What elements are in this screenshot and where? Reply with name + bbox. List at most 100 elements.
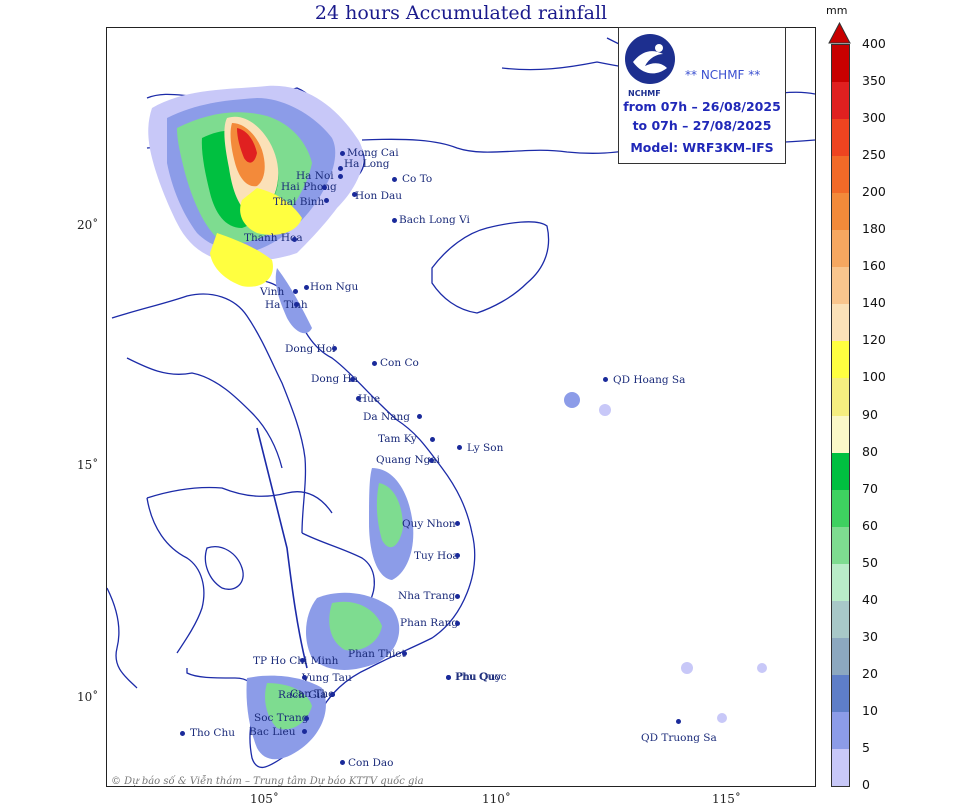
place-label: Ha Noi	[296, 170, 334, 182]
place-label: Quy Nhon	[402, 518, 456, 530]
legend-tick-label: 5	[862, 739, 870, 755]
place-label: Rach Gia	[278, 689, 327, 701]
legend-tick-label: 140	[862, 295, 886, 311]
station-dot	[304, 716, 309, 721]
lon-label-115: 115˚	[712, 792, 741, 806]
place-label: Hue	[358, 393, 381, 405]
model-name: Model: WRF3KM–IFS	[630, 140, 774, 155]
legend-swatch	[832, 748, 849, 787]
rainfall-map	[107, 37, 815, 769]
legend-tick-label: 250	[862, 147, 886, 163]
legend-swatch	[832, 341, 849, 379]
logo-caption: NCHMF	[628, 89, 661, 98]
place-label: Phan Thiet	[348, 648, 406, 660]
station-dot	[180, 731, 185, 736]
station-dot	[455, 621, 460, 626]
lon-label-110: 110˚	[482, 792, 511, 806]
legend-swatch	[832, 452, 849, 491]
station-dot	[302, 675, 307, 680]
station-dot	[300, 658, 305, 663]
place-label: Phu Quoc	[455, 671, 507, 683]
lat-label-20: 20˚	[77, 218, 99, 232]
legend-swatch	[832, 600, 849, 639]
place-label: Vung Tau	[302, 672, 352, 684]
place-label: Mong Cai	[347, 147, 399, 159]
station-dot	[322, 185, 327, 190]
place-label: Ly Son	[467, 442, 504, 454]
station-dot	[293, 289, 298, 294]
station-dot	[356, 396, 361, 401]
place-label: Ha Long	[344, 158, 390, 170]
station-dot	[338, 174, 343, 179]
legend-swatch	[832, 304, 849, 342]
station-dot	[294, 302, 299, 307]
legend-tick-label: 70	[862, 480, 878, 496]
legend-tick-label: 30	[862, 628, 878, 644]
period-from: from 07h – 26/08/2025	[623, 99, 781, 114]
station-dot	[392, 177, 397, 182]
place-label: Tam Ky	[378, 433, 417, 445]
place-label: Da Nang	[363, 411, 410, 423]
period-to: to 07h – 27/08/2025	[632, 118, 772, 133]
credit-text: © Dự báo số & Viễn thám – Trung tâm Dự b…	[111, 776, 424, 787]
legend-swatch	[832, 489, 849, 528]
rainfall-shading	[148, 85, 767, 760]
station-dot	[429, 458, 434, 463]
station-dot	[455, 594, 460, 599]
station-dot	[304, 285, 309, 290]
legend-tick-label: 40	[862, 591, 878, 607]
station-dot	[457, 445, 462, 450]
station-dot	[392, 218, 397, 223]
station-dot	[292, 237, 297, 242]
legend-tick-label: 10	[862, 702, 878, 718]
legend-tick-label: 0	[862, 777, 870, 792]
legend-tick-label: 400	[862, 36, 886, 51]
station-dot	[352, 192, 357, 197]
nchmf-logo-icon	[625, 34, 675, 84]
legend-swatch	[832, 230, 849, 268]
legend-swatch	[832, 156, 849, 194]
legend-tick-label: 50	[862, 554, 878, 570]
legend-swatch	[832, 711, 849, 750]
station-dot	[330, 692, 335, 697]
legend-tick-label: 120	[862, 332, 886, 348]
legend-swatch	[832, 82, 849, 120]
legend-swatch	[832, 415, 849, 454]
info-box: NCHMF ** NCHMF ** from 07h – 26/08/2025 …	[618, 27, 786, 164]
legend-swatch	[832, 674, 849, 713]
place-label: QD Truong Sa	[641, 732, 717, 744]
place-label: Soc Trang	[254, 712, 309, 724]
place-label: Con Co	[380, 357, 419, 369]
place-label: Thanh Hoa	[244, 232, 303, 244]
station-dot	[455, 521, 460, 526]
place-label: Ha Tinh	[265, 299, 308, 311]
place-label: Can Tho	[290, 688, 335, 700]
legend-swatch	[832, 45, 849, 83]
place-label: Quang Ngai	[376, 454, 440, 466]
place-label: Vinh	[260, 286, 285, 298]
station-dot	[402, 651, 407, 656]
place-label: Dong Hoi	[285, 343, 336, 355]
legend-arrow-icon	[828, 22, 851, 44]
station-dot	[603, 377, 608, 382]
station-dot	[340, 760, 345, 765]
station-dot	[455, 553, 460, 558]
legend-swatch	[832, 119, 849, 157]
place-label: Hon Ngu	[310, 281, 359, 293]
place-label: Phu Quy	[456, 671, 502, 683]
map-title: 24 hours Accumulated rainfall	[314, 2, 608, 24]
station-dot	[324, 198, 329, 203]
lat-label-15: 15˚	[77, 458, 99, 472]
legend-swatch	[832, 378, 849, 416]
legend-tick-label: 100	[862, 369, 886, 385]
place-label: Co To	[402, 173, 433, 185]
legend-tick-label: 80	[862, 443, 878, 459]
place-label: Thai Binh	[273, 196, 325, 208]
legend-tick-label: 20	[862, 665, 878, 681]
legend-swatch	[832, 637, 849, 676]
station-dot	[430, 437, 435, 442]
station-dot	[446, 675, 451, 680]
place-label: Hai Phong	[281, 181, 337, 193]
place-label: Tuy Hoa	[414, 550, 459, 562]
station-dot	[676, 719, 681, 724]
